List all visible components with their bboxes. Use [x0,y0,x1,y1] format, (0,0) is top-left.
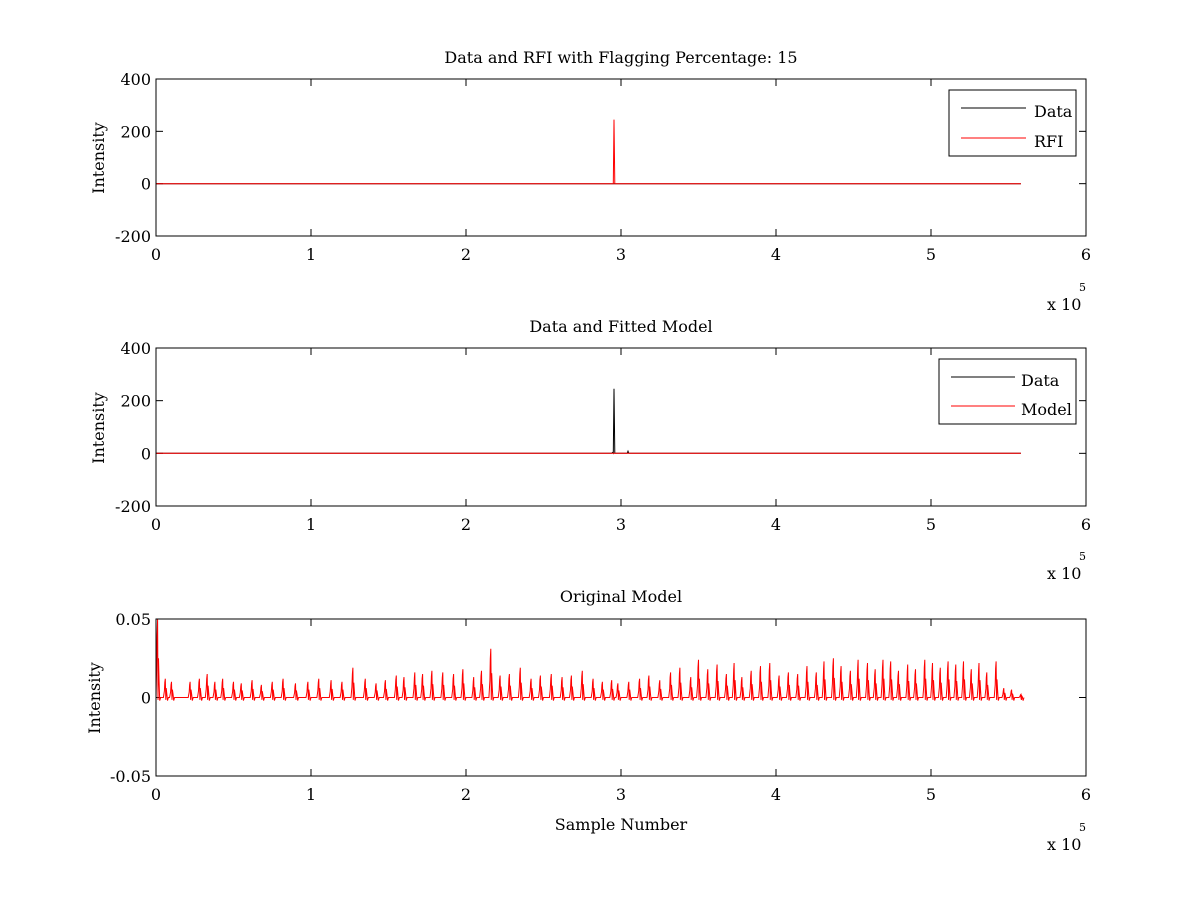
panel-2-axes-box [155,347,1087,507]
panel-3-axes-box [155,618,1087,777]
x-tick-label: 2 [461,785,471,804]
panel-1-axes-box [155,78,1087,237]
x-tick-label: 5 [926,785,936,804]
x-tick-label: 0 [151,515,161,534]
panel-2-title: Data and Fitted Model [529,317,712,336]
legend-label-data-2: Data [1021,371,1060,390]
x-tick-label: 5 [926,515,936,534]
x-tick-label: 0 [151,245,161,264]
panel-3-title: Original Model [560,587,682,606]
panel-1-legend[interactable]: Data RFI [948,89,1077,157]
y-tick-label: 400 [120,70,151,89]
x-tick-label: 4 [771,785,781,804]
panel-2-legend[interactable]: Data Model [938,358,1077,425]
panel-3-xlabel: Sample Number [555,815,688,834]
x-tick-label: 6 [1081,515,1091,534]
x-tick-label: 1 [306,245,316,264]
legend-label-rfi: RFI [1034,132,1063,151]
panel-2-ylabel: Intensity [89,392,108,464]
y-tick-label: -0.05 [110,767,151,786]
series-line-model-3 [155,618,1025,701]
x-tick-label: 5 [926,245,936,264]
panel-1-x-exponent: 5 [1079,281,1086,294]
x-tick-label: 3 [616,245,626,264]
x-tick-label: 6 [1081,785,1091,804]
x-tick-label: 2 [461,245,471,264]
panel-1: Data and RFI with Flagging Percentage: 1… [89,48,1091,314]
panel-2-x-exponent: 5 [1079,550,1086,563]
y-tick-label: 0.05 [115,610,151,629]
panel-2: Data and Fitted Model Intensity 0 1 2 3 4 5 6 -… [89,317,1091,583]
y-tick-label: 200 [120,122,151,141]
x-tick-label: 4 [771,245,781,264]
panel-2-x-multiplier: x 10 [1047,564,1081,583]
x-tick-label: 0 [151,785,161,804]
y-tick-label: 0 [141,689,151,708]
panel-3-x-multiplier: x 10 [1047,835,1081,854]
panel-1-series [156,119,1021,185]
x-tick-label: 2 [461,515,471,534]
x-tick-label: 3 [616,785,626,804]
y-tick-label: 0 [141,175,151,194]
x-tick-label: 1 [306,785,316,804]
panel-1-ylabel: Intensity [89,122,108,194]
y-tick-label: -200 [115,497,151,516]
series-line-rfi-1 [156,119,1021,185]
panel-2-series [156,388,1021,455]
x-tick-label: 6 [1081,245,1091,264]
panel-3-ylabel: Intensity [85,662,104,734]
legend-label-model: Model [1021,400,1072,419]
panel-3: Original Model Intensity 0 1 2 3 4 5 6-0.0500.… [85,587,1091,854]
panel-3-x-exponent: 5 [1079,821,1086,834]
panel-2-legend-box [938,358,1077,425]
x-tick-label: 1 [306,515,316,534]
x-tick-label: 4 [771,515,781,534]
x-tick-label: 3 [616,515,626,534]
y-tick-label: 200 [120,392,151,411]
panel-3-series [155,618,1025,701]
y-tick-label: 400 [120,339,151,358]
y-tick-label: 0 [141,444,151,463]
y-tick-label: -200 [115,227,151,246]
legend-label-data: Data [1034,102,1073,121]
panel-1-x-multiplier: x 10 [1047,295,1081,314]
panel-1-title: Data and RFI with Flagging Percentage: 1… [444,48,797,67]
panel-1-legend-box [948,89,1077,157]
